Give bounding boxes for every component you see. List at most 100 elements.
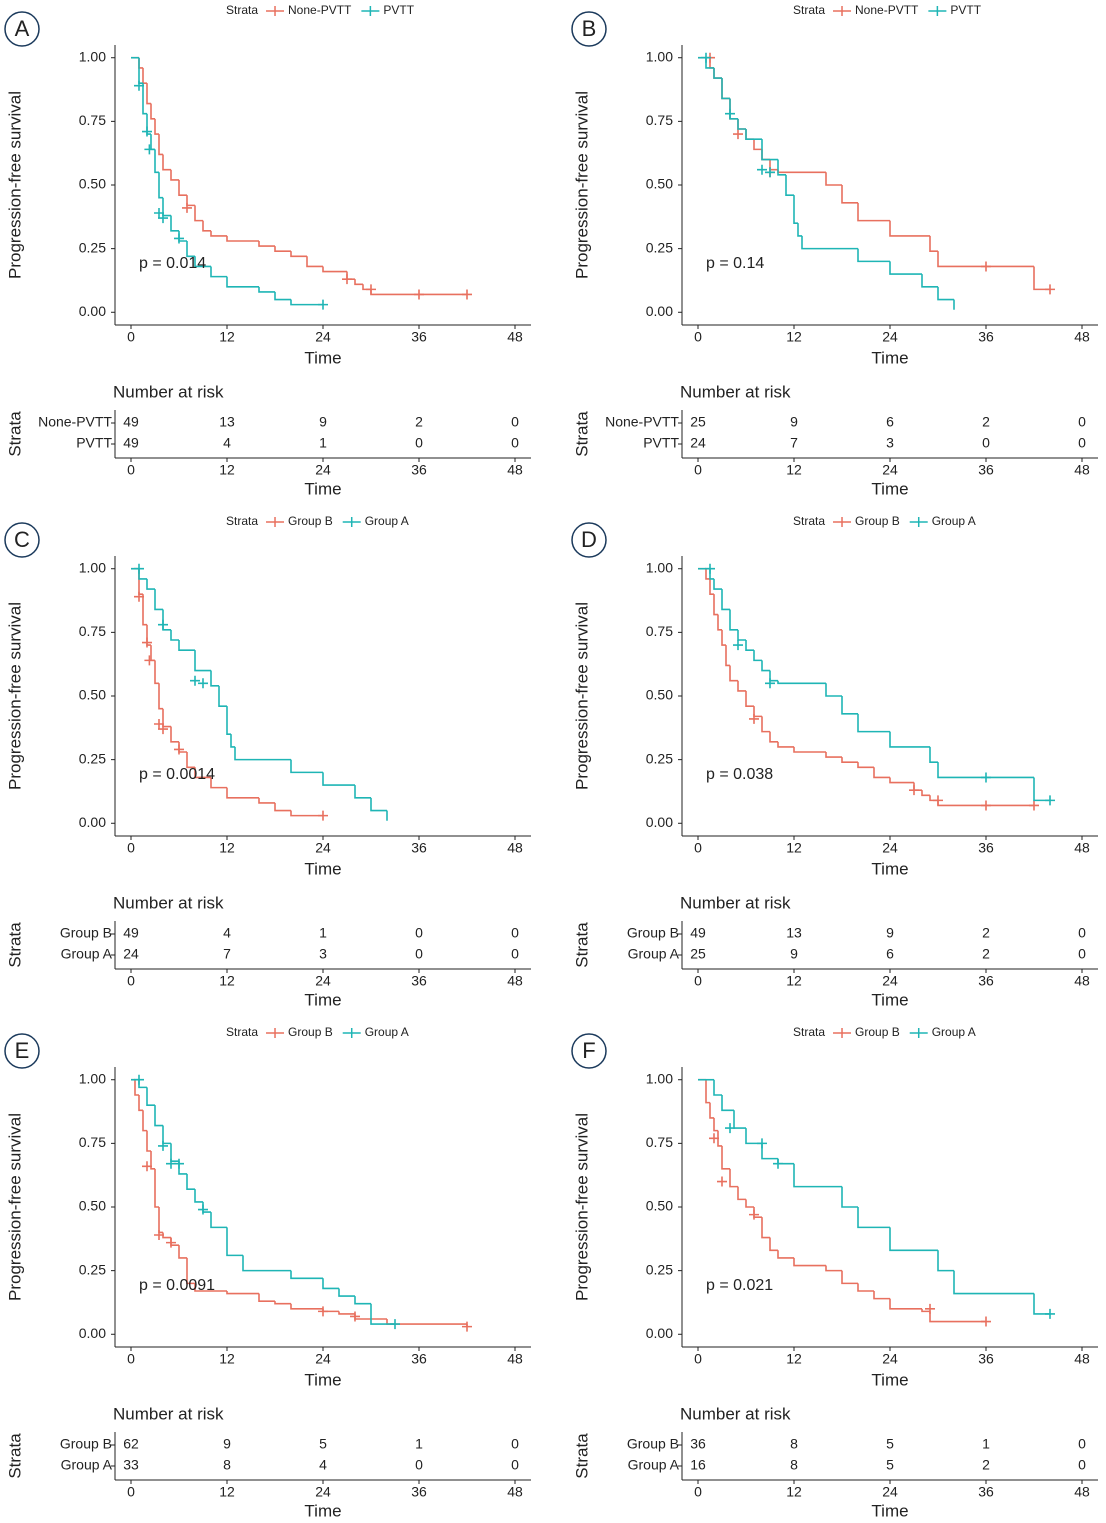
censor-mark bbox=[318, 1306, 328, 1317]
survival-step bbox=[186, 241, 195, 258]
survival-step bbox=[210, 266, 227, 278]
survival-step bbox=[210, 777, 227, 789]
x-tick-label: 48 bbox=[507, 973, 523, 989]
risk-count: 0 bbox=[415, 435, 423, 451]
x-tick-label: 12 bbox=[219, 840, 235, 856]
survival-step bbox=[889, 731, 930, 748]
legend-label: PVTT bbox=[950, 3, 981, 17]
survival-step bbox=[713, 578, 722, 590]
censor-mark bbox=[134, 563, 144, 574]
survival-step bbox=[154, 1168, 159, 1208]
survival-step bbox=[322, 772, 355, 786]
survival-step bbox=[745, 1128, 762, 1145]
survival-step bbox=[354, 785, 371, 799]
y-tick-label: 0.00 bbox=[646, 814, 673, 830]
risk-title: Number at risk bbox=[113, 382, 224, 401]
legend-label: Group B bbox=[288, 1025, 333, 1039]
survival-step bbox=[226, 787, 259, 799]
x-tick-label: 36 bbox=[411, 329, 427, 345]
censor-mark bbox=[366, 284, 376, 295]
censor-mark bbox=[1045, 1308, 1055, 1319]
survival-step bbox=[721, 78, 730, 100]
x-tick-label: 48 bbox=[507, 1484, 523, 1500]
survival-step bbox=[937, 762, 1034, 779]
risk-row-label: Group B bbox=[60, 1436, 112, 1452]
y-tick-label: 0.00 bbox=[79, 814, 106, 830]
x-axis-label: Time bbox=[871, 859, 908, 878]
survival-step bbox=[154, 589, 163, 611]
survival-step bbox=[1033, 266, 1050, 291]
risk-count: 9 bbox=[790, 946, 798, 962]
risk-count: 13 bbox=[219, 414, 235, 430]
survival-step bbox=[306, 256, 323, 268]
survival-step bbox=[290, 810, 323, 817]
risk-count: 49 bbox=[123, 925, 139, 941]
y-tick-label: 0.50 bbox=[79, 176, 106, 192]
survival-step bbox=[226, 235, 259, 242]
survival-step bbox=[178, 1245, 187, 1259]
survival-step bbox=[889, 777, 914, 784]
risk-count: 9 bbox=[319, 414, 327, 430]
x-tick-label: 0 bbox=[694, 462, 702, 478]
panel-badge bbox=[4, 11, 40, 47]
survival-step bbox=[713, 67, 722, 79]
survival-step bbox=[857, 713, 890, 733]
x-tick-label: 24 bbox=[315, 1351, 331, 1367]
survival-step bbox=[785, 174, 794, 196]
y-axis-label: Progression-free survival bbox=[5, 1113, 24, 1301]
survival-step bbox=[745, 129, 762, 140]
p-value: p = 0.021 bbox=[706, 1277, 773, 1294]
censor-mark bbox=[1029, 800, 1039, 811]
risk-count: 3 bbox=[886, 435, 894, 451]
y-tick-label: 1.00 bbox=[646, 559, 673, 575]
survival-step bbox=[825, 752, 842, 758]
survival-step bbox=[745, 1199, 754, 1208]
panel-label: B bbox=[582, 16, 597, 41]
survival-step bbox=[354, 279, 363, 286]
survival-step bbox=[737, 118, 746, 130]
risk-count: 49 bbox=[123, 414, 139, 430]
x-tick-label: 0 bbox=[694, 1351, 702, 1367]
risk-row-label: Group A bbox=[61, 946, 113, 962]
x-tick-label: 12 bbox=[786, 329, 802, 345]
survival-step bbox=[797, 223, 802, 237]
panel-badge bbox=[571, 11, 607, 47]
x-tick-label: 24 bbox=[315, 1484, 331, 1500]
x-axis-label: Time bbox=[871, 1370, 908, 1389]
x-tick-label: 48 bbox=[507, 840, 523, 856]
risk-count: 16 bbox=[690, 1457, 706, 1473]
survival-step bbox=[290, 1303, 323, 1310]
x-tick-label: 36 bbox=[978, 973, 994, 989]
survival-step bbox=[338, 1311, 355, 1315]
survival-step bbox=[138, 568, 147, 580]
survival-step bbox=[841, 696, 858, 715]
survival-step bbox=[921, 1308, 930, 1313]
survival-step bbox=[178, 179, 187, 196]
survival-step bbox=[142, 83, 147, 115]
survival-step bbox=[713, 1079, 722, 1096]
risk-count: 9 bbox=[223, 1436, 231, 1452]
p-value: p = 0.0014 bbox=[139, 766, 215, 783]
y-tick-label: 0.25 bbox=[79, 1261, 106, 1277]
survival-step bbox=[150, 645, 155, 662]
risk-count: 1 bbox=[415, 1436, 423, 1452]
risk-count: 0 bbox=[1078, 414, 1086, 430]
x-tick-label: 0 bbox=[127, 1484, 135, 1500]
survival-step bbox=[753, 650, 762, 662]
censor-mark bbox=[414, 289, 424, 300]
censor-mark bbox=[749, 1209, 759, 1220]
survival-step bbox=[178, 741, 187, 753]
survival-step bbox=[921, 274, 938, 288]
risk-count: 8 bbox=[223, 1457, 231, 1473]
censor-mark bbox=[709, 1133, 719, 1144]
survival-step bbox=[146, 1130, 151, 1152]
survival-step bbox=[777, 169, 826, 174]
survival-step bbox=[873, 767, 890, 779]
risk-count: 24 bbox=[123, 946, 139, 962]
x-tick-label: 48 bbox=[1074, 840, 1090, 856]
survival-step bbox=[705, 1079, 710, 1104]
survival-step bbox=[162, 197, 171, 217]
legend-label: None-PVTT bbox=[288, 3, 352, 17]
x-tick-label: 0 bbox=[127, 1351, 135, 1367]
survival-step bbox=[370, 797, 387, 812]
